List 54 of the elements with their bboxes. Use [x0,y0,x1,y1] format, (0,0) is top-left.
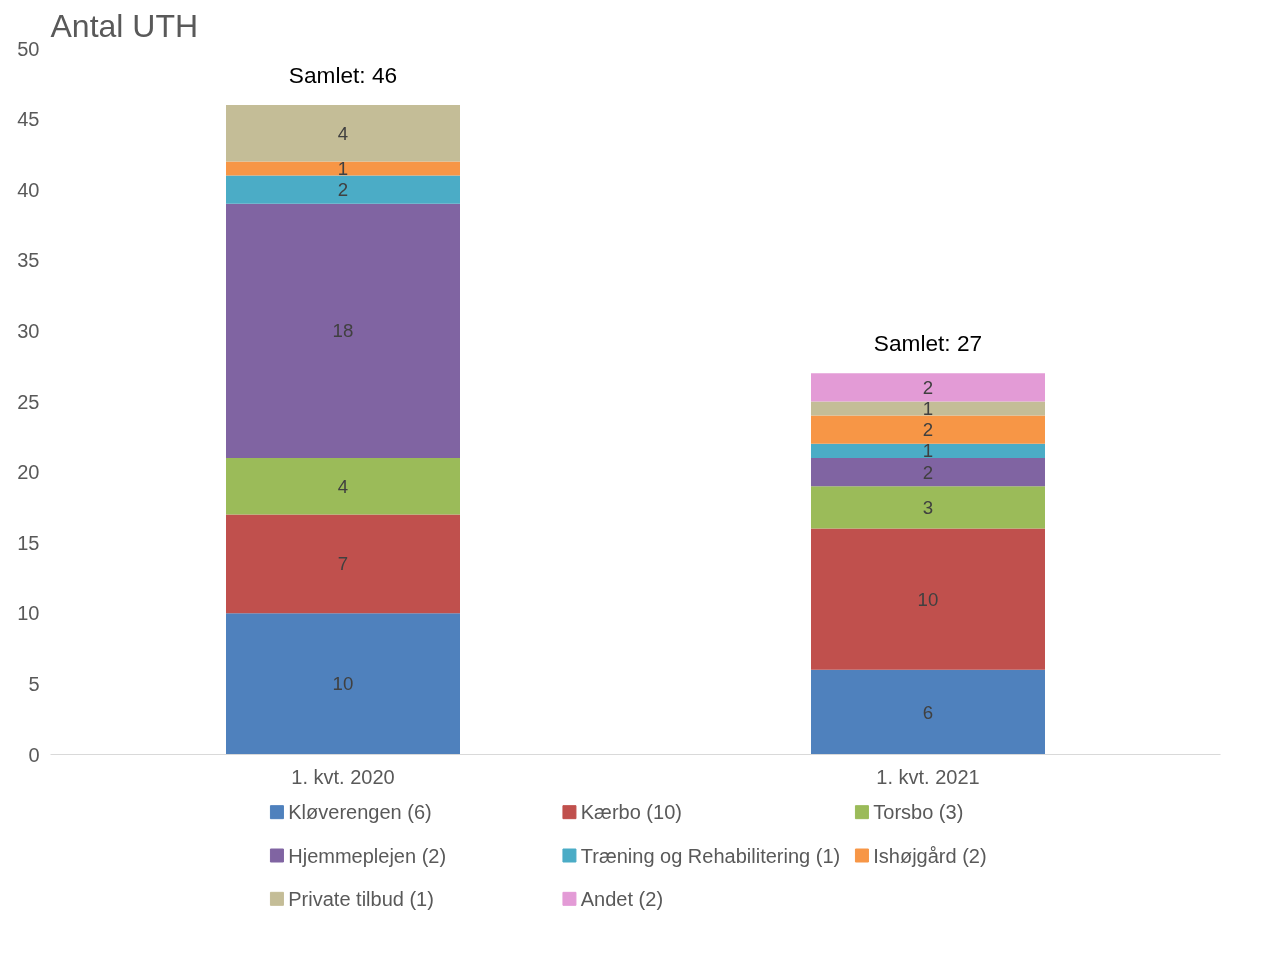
legend-label: Ishøjgård (2) [873,844,987,867]
data-label: 2 [922,419,934,441]
data-label: 7 [337,553,349,575]
bar [226,104,460,162]
data-label: 4 [337,122,349,144]
legend-label: Kærbo (10) [580,801,682,824]
total-label: Samlet: 27 [873,330,983,357]
y-tick-label: 5 [28,672,40,695]
y-tick-label: 40 [17,178,40,201]
bar [811,415,1045,444]
x-tick-label: 1. kvt. 2021 [876,765,980,788]
bar [226,203,460,458]
y-tick-label: 10 [17,602,40,625]
data-label: 3 [922,496,934,518]
legend-label: Private tilbud (1) [288,887,434,910]
y-tick-label: 45 [17,108,40,131]
data-label: 1 [922,398,934,420]
bar [811,443,1045,458]
data-label: 6 [922,701,934,723]
bar [811,669,1045,755]
chart-title: Antal UTH [50,7,199,44]
bar [226,161,460,176]
data-label: 2 [922,461,934,483]
y-tick-label: 25 [17,390,40,413]
data-label: 18 [332,320,354,342]
legend-label: Hjemmeplejen (2) [288,844,447,867]
bar [226,175,460,204]
x-tick-label: 1. kvt. 2020 [291,765,395,788]
legend-label: Andet (2) [580,887,664,910]
data-label: 4 [337,475,349,497]
data-label: 2 [922,376,934,398]
bar [811,486,1045,529]
y-tick-label: 15 [17,531,40,554]
data-label: 1 [337,158,349,180]
total-label: Samlet: 46 [288,62,398,89]
data-label: 10 [332,673,354,695]
bar [226,514,460,614]
y-tick-label: 35 [17,249,40,272]
y-tick-label: 0 [28,743,40,766]
y-tick-label: 30 [17,319,40,342]
bar [811,401,1045,416]
data-label: 1 [922,440,934,462]
y-tick-label: 50 [17,37,40,60]
bar [811,528,1045,670]
legend-label: Træning og Rehabilitering (1) [580,844,841,867]
legend-label: Kløverengen (6) [288,801,432,824]
bar [811,457,1045,487]
legend-label: Torsbo (3) [873,801,964,824]
data-label: 2 [337,179,349,201]
bar [226,457,460,515]
data-label: 10 [917,588,939,610]
bar [811,373,1045,402]
bar [226,613,460,755]
y-tick-label: 20 [17,461,40,484]
